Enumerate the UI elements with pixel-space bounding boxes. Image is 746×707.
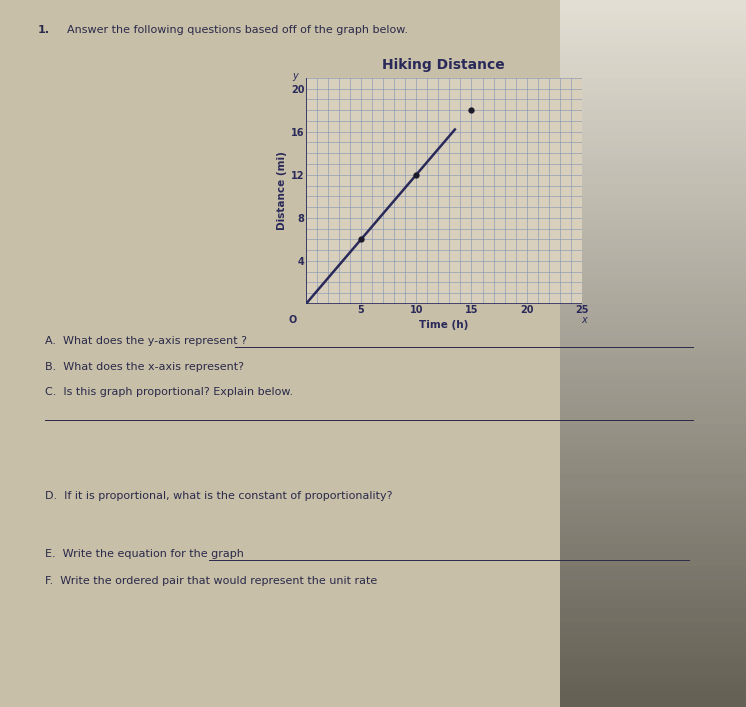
Text: D.  If it is proportional, what is the constant of proportionality?: D. If it is proportional, what is the co… xyxy=(45,491,392,501)
Text: C.  Is this graph proportional? Explain below.: C. Is this graph proportional? Explain b… xyxy=(45,387,293,397)
Text: O: O xyxy=(289,315,297,325)
Text: F.  Write the ordered pair that would represent the unit rate: F. Write the ordered pair that would rep… xyxy=(45,576,377,586)
Text: x: x xyxy=(581,315,587,325)
Text: A.  What does the y-axis represent ?: A. What does the y-axis represent ? xyxy=(45,336,247,346)
Y-axis label: Distance (mi): Distance (mi) xyxy=(277,151,286,230)
Text: Answer the following questions based off of the graph below.: Answer the following questions based off… xyxy=(67,25,408,35)
Text: y: y xyxy=(292,71,298,81)
Text: B.  What does the x-axis represent?: B. What does the x-axis represent? xyxy=(45,362,244,372)
Text: 1.: 1. xyxy=(37,25,49,35)
Title: Hiking Distance: Hiking Distance xyxy=(383,59,505,72)
X-axis label: Time (h): Time (h) xyxy=(419,320,468,329)
Text: E.  Write the equation for the graph: E. Write the equation for the graph xyxy=(45,549,244,559)
